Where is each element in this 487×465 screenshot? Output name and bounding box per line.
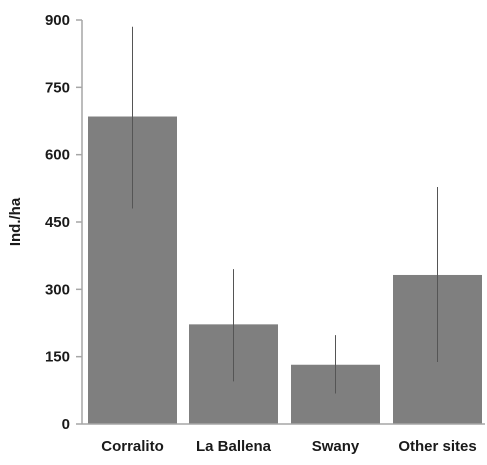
y-tick-label: 750 — [45, 79, 70, 96]
y-tick-label: 300 — [45, 281, 70, 298]
y-tick-label: 900 — [45, 12, 70, 29]
x-category-label: Swany — [312, 438, 360, 455]
x-category-label: La Ballena — [196, 438, 272, 455]
y-axis-title: Ind./ha — [7, 197, 24, 246]
y-tick-label: 600 — [45, 147, 70, 164]
y-tick-label: 0 — [62, 416, 70, 433]
y-tick-label: 450 — [45, 214, 70, 231]
y-tick-label: 150 — [45, 349, 70, 366]
x-category-label: Other sites — [398, 438, 476, 455]
x-category-label: Corralito — [101, 438, 164, 455]
